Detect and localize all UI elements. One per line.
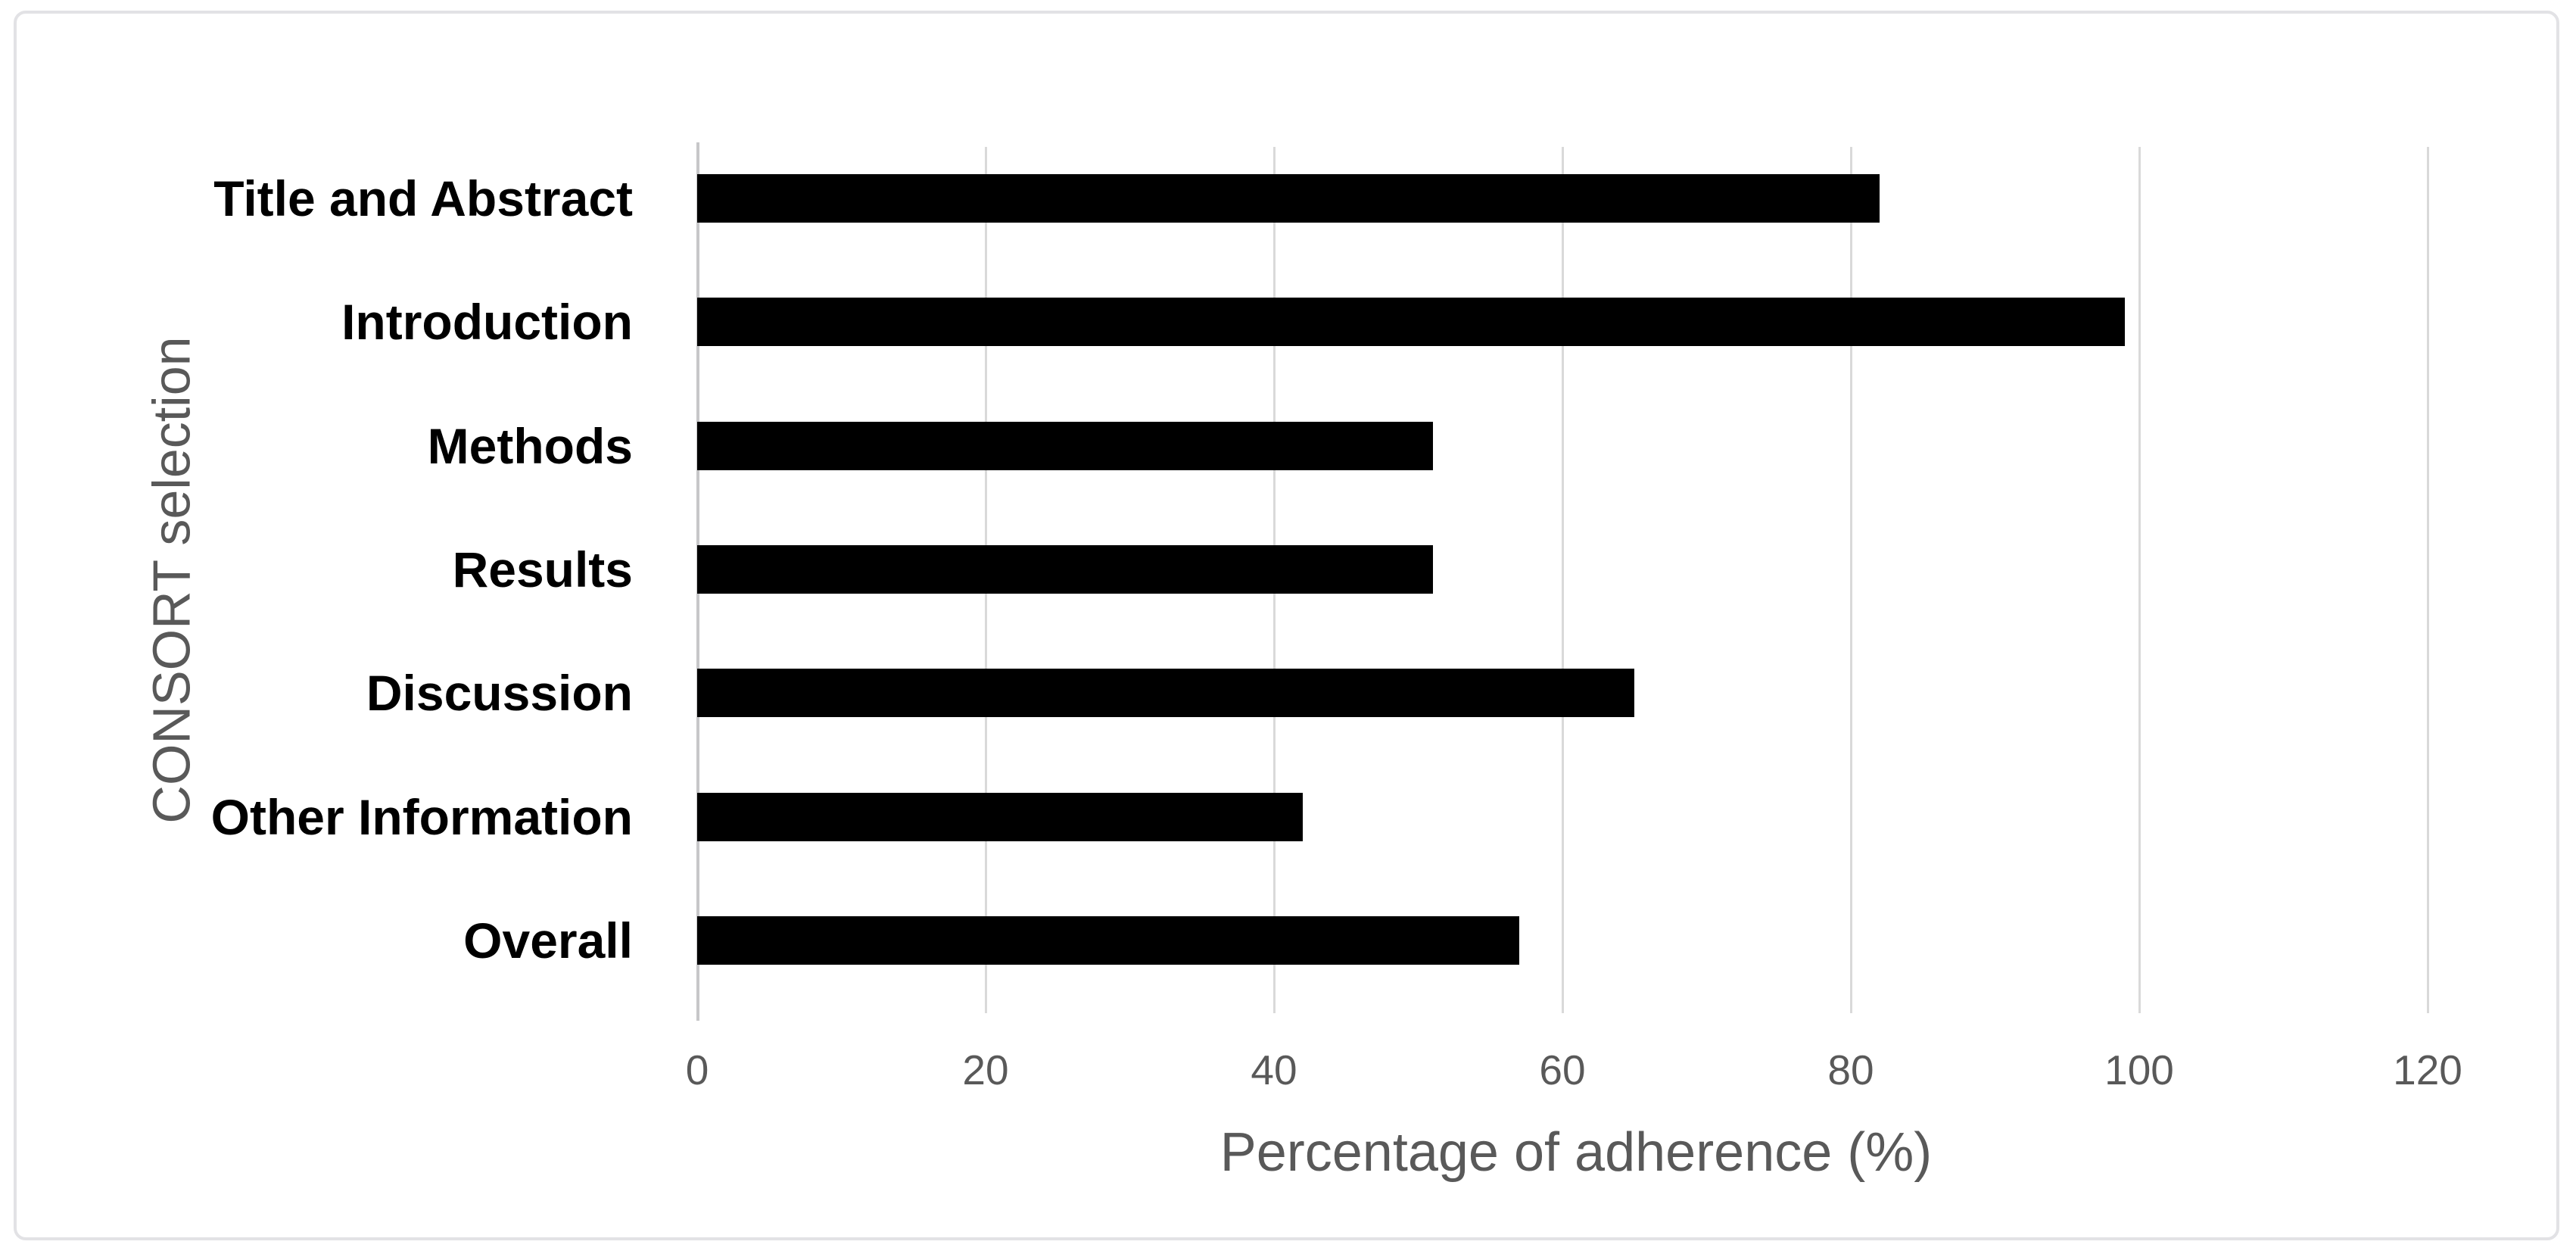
category-label-introduction: Introduction: [341, 294, 633, 351]
x-tick-label-60: 60: [1539, 1046, 1586, 1093]
x-tick-label-40: 40: [1251, 1046, 1297, 1093]
category-label-discussion: Discussion: [366, 665, 633, 722]
bar-discussion: [697, 669, 1635, 718]
category-label-other-information: Other Information: [210, 788, 633, 845]
bar-introduction: [697, 298, 2125, 347]
category-label-overall: Overall: [463, 912, 633, 969]
y-axis-title-text: CONSORT selection: [142, 336, 202, 824]
chart-frame: CONSORT selection Percentage of adherenc…: [14, 11, 2559, 1240]
x-tick-label-20: 20: [962, 1046, 1009, 1093]
x-tick-label-0: 0: [685, 1046, 709, 1093]
gridline-80: [1850, 147, 1852, 1013]
category-label-results: Results: [452, 541, 633, 597]
gridline-120: [2427, 147, 2429, 1013]
category-label-title-and-abstract: Title and Abstract: [213, 170, 633, 226]
gridline-60: [1562, 147, 1564, 1013]
x-tick-label-100: 100: [2104, 1046, 2174, 1093]
y-axis-title: CONSORT selection: [123, 147, 221, 1013]
x-tick-label-120: 120: [2393, 1046, 2462, 1093]
bar-results: [697, 545, 1433, 594]
x-axis-title: Percentage of adherence (%): [1219, 1122, 1933, 1183]
bar-other-information: [697, 792, 1304, 841]
bar-methods: [697, 421, 1433, 470]
bar-title-and-abstract: [697, 173, 1880, 223]
category-label-methods: Methods: [427, 417, 633, 474]
bar-overall: [697, 916, 1519, 965]
gridline-100: [2138, 147, 2141, 1013]
x-tick-label-80: 80: [1827, 1046, 1874, 1093]
